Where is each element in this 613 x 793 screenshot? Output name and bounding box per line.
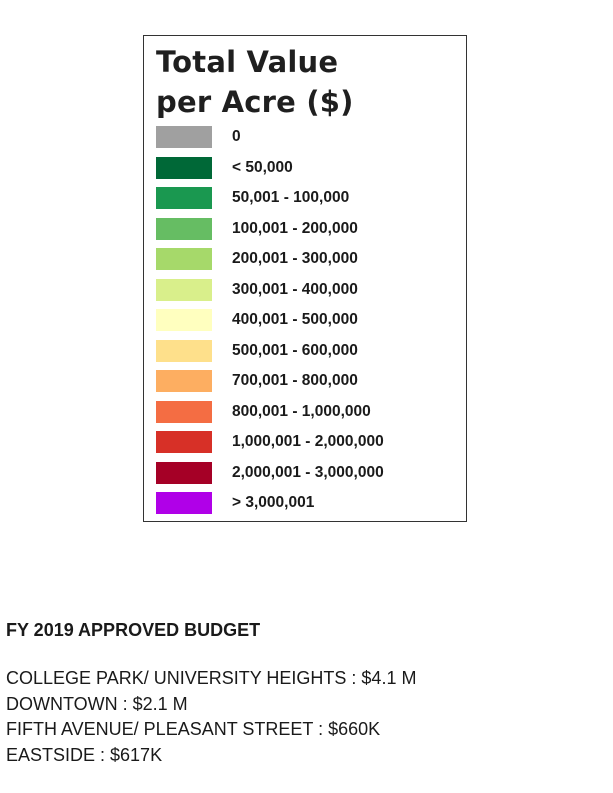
legend-items: 0 < 50,000 50,001 - 100,000 100,001 - 20… <box>156 122 384 519</box>
map-legend: Total Value per Acre ($) 0 < 50,000 50,0… <box>143 35 467 522</box>
legend-label: 500,001 - 600,000 <box>232 341 358 359</box>
legend-swatch <box>156 370 212 393</box>
legend-label: 1,000,001 - 2,000,000 <box>232 433 384 451</box>
legend-swatch <box>156 431 212 454</box>
legend-label: 400,001 - 500,000 <box>232 311 358 329</box>
legend-item: 500,001 - 600,000 <box>156 336 384 367</box>
legend-item: 700,001 - 800,000 <box>156 366 384 397</box>
budget-line: DOWNTOWN : $2.1 M <box>6 693 188 714</box>
legend-label: 50,001 - 100,000 <box>232 189 350 207</box>
legend-swatch <box>156 217 212 240</box>
legend-item: 300,001 - 400,000 <box>156 275 384 306</box>
legend-item: 50,001 - 100,000 <box>156 183 384 214</box>
legend-swatch <box>156 156 212 179</box>
legend-item: 800,001 - 1,000,000 <box>156 397 384 428</box>
legend-swatch <box>156 248 212 271</box>
legend-item: 1,000,001 - 2,000,000 <box>156 427 384 458</box>
legend-title-line-1: Total Value <box>156 45 339 79</box>
legend-label: 0 <box>232 128 241 146</box>
legend-label: 2,000,001 - 3,000,000 <box>232 463 384 481</box>
legend-swatch <box>156 492 212 515</box>
budget-list: COLLEGE PARK/ UNIVERSITY HEIGHTS : $4.1 … <box>6 666 606 768</box>
legend-swatch <box>156 461 212 484</box>
legend-swatch <box>156 309 212 332</box>
legend-item: < 50,000 <box>156 153 384 184</box>
legend-title-line-2: per Acre ($) <box>156 85 354 119</box>
legend-label: 800,001 - 1,000,000 <box>232 402 371 420</box>
legend-item: > 3,000,001 <box>156 488 384 519</box>
legend-swatch <box>156 187 212 210</box>
budget-line: FIFTH AVENUE/ PLEASANT STREET : $660K <box>6 719 381 739</box>
legend-label: 100,001 - 200,000 <box>232 219 358 237</box>
legend-label: < 50,000 <box>232 158 293 176</box>
legend-swatch <box>156 126 212 149</box>
legend-title: Total Value per Acre ($) <box>156 42 354 122</box>
legend-swatch <box>156 278 212 301</box>
legend-label: 200,001 - 300,000 <box>232 250 358 268</box>
legend-item: 2,000,001 - 3,000,000 <box>156 458 384 489</box>
legend-label: > 3,000,001 <box>232 494 315 512</box>
budget-heading: FY 2019 APPROVED BUDGET <box>6 620 261 640</box>
legend-swatch <box>156 400 212 423</box>
budget-line: COLLEGE PARK/ UNIVERSITY HEIGHTS : $4.1 … <box>6 668 417 688</box>
budget-section: FY 2019 APPROVED BUDGET COLLEGE PARK/ UN… <box>6 618 606 768</box>
budget-line: EASTSIDE : $617K <box>6 744 163 765</box>
legend-label: 300,001 - 400,000 <box>232 280 358 298</box>
legend-item: 400,001 - 500,000 <box>156 305 384 336</box>
legend-item: 200,001 - 300,000 <box>156 244 384 275</box>
legend-item: 100,001 - 200,000 <box>156 214 384 245</box>
legend-item: 0 <box>156 122 384 153</box>
legend-label: 700,001 - 800,000 <box>232 372 358 390</box>
legend-swatch <box>156 339 212 362</box>
